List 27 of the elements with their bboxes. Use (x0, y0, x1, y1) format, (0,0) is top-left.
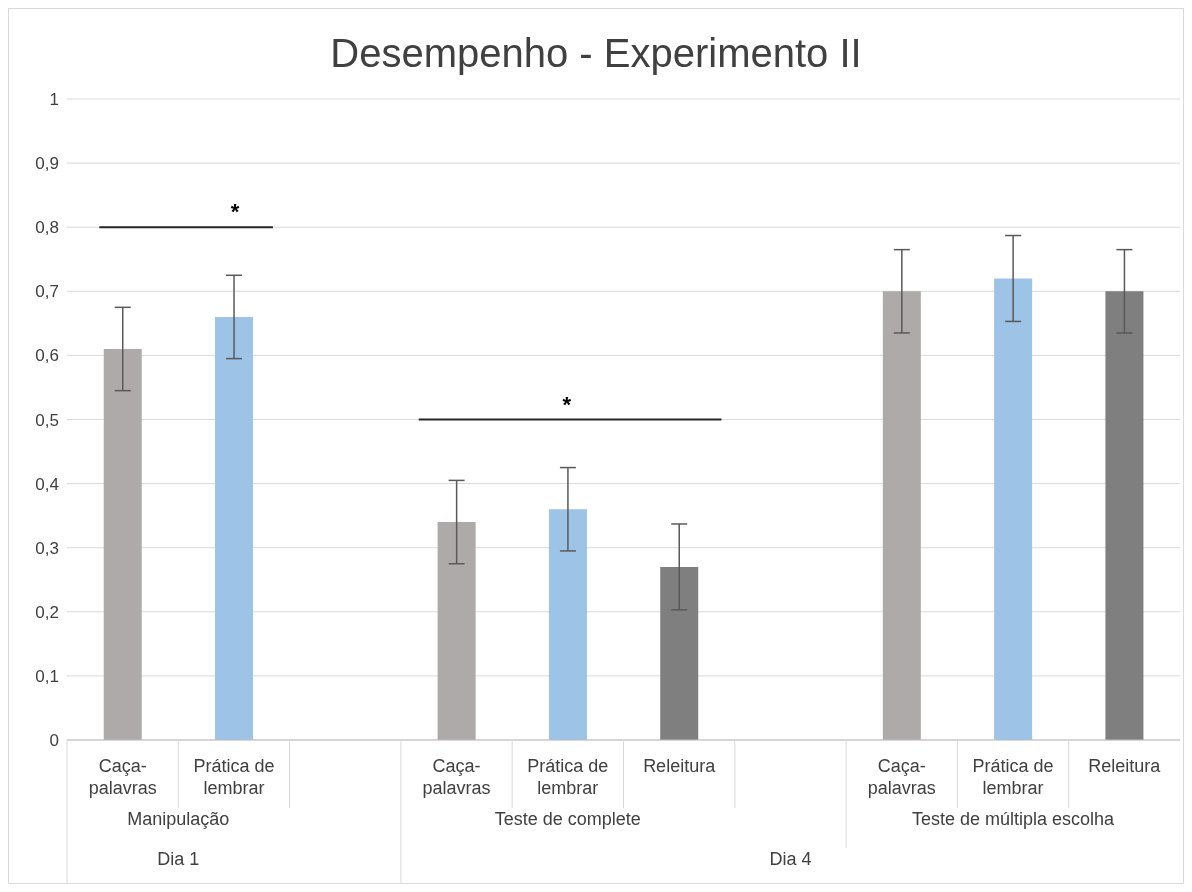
chart-title: Desempenho - Experimento II (329, 31, 863, 76)
x-tick-label: Prática de lembrar (972, 756, 1054, 798)
text: Manipulação (127, 809, 230, 829)
y-tick-label: 0,9 (35, 154, 59, 174)
text: Dia 1 (157, 849, 200, 869)
x-tick-label: Prática de lembrar (193, 756, 275, 798)
text: Dia 4 (769, 849, 812, 869)
y-tick-label: 0 (49, 731, 59, 751)
annotation: * (562, 391, 572, 417)
text: Teste de complete (494, 809, 641, 829)
x-tick-label: Caça-palavras (88, 756, 157, 798)
y-tick-label: 0,7 (35, 282, 59, 302)
x-tick-label: Releitura (643, 756, 717, 776)
y-tick-label: 0,8 (35, 218, 59, 238)
y-tick-label: 0,5 (35, 410, 59, 430)
y-tick-label: 0,4 (35, 474, 59, 494)
y-tick-label: 0,6 (35, 346, 59, 366)
x-tick-label: Prática de lembrar (527, 756, 609, 798)
y-tick-label: 1 (49, 90, 59, 110)
annotation: * (230, 199, 240, 225)
x-tick-label: Caça-palavras (422, 756, 491, 798)
x-tick-label: Releitura (1088, 756, 1162, 776)
text: Teste de múltipla escolha (911, 809, 1116, 829)
y-tick-label: 0,2 (35, 602, 59, 622)
y-tick-label: 0,3 (35, 538, 59, 558)
y-tick-label: 0,1 (35, 666, 59, 686)
x-tick-label: Caça-palavras (867, 756, 936, 798)
